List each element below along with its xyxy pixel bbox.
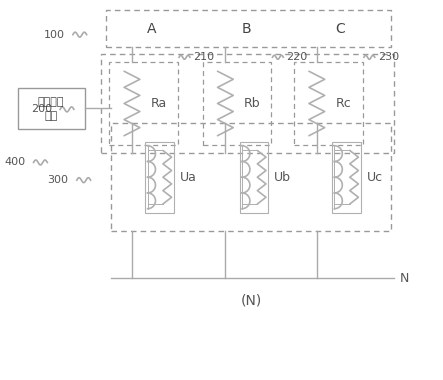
Text: N: N — [399, 272, 409, 285]
Bar — [332, 142, 361, 213]
Text: Rc: Rc — [336, 97, 352, 110]
Text: Ra: Ra — [151, 97, 167, 110]
Text: Ub: Ub — [274, 171, 291, 184]
Text: Rb: Rb — [244, 97, 260, 110]
Text: 100: 100 — [44, 30, 65, 40]
Text: 220: 220 — [286, 52, 307, 62]
Text: 故障检测: 故障检测 — [38, 97, 65, 107]
Text: 230: 230 — [378, 52, 399, 62]
Text: 210: 210 — [193, 52, 214, 62]
Bar — [240, 142, 268, 213]
Text: 300: 300 — [47, 175, 68, 185]
Text: A: A — [147, 22, 156, 36]
Text: 400: 400 — [4, 157, 26, 168]
Text: B: B — [242, 22, 252, 36]
Text: 200: 200 — [31, 105, 52, 114]
Text: (N): (N) — [241, 293, 262, 307]
Text: Ua: Ua — [180, 171, 197, 184]
Text: C: C — [335, 22, 345, 36]
Bar — [18, 88, 85, 129]
Text: 模块: 模块 — [45, 111, 58, 121]
Bar — [145, 142, 174, 213]
Text: Uc: Uc — [367, 171, 383, 184]
